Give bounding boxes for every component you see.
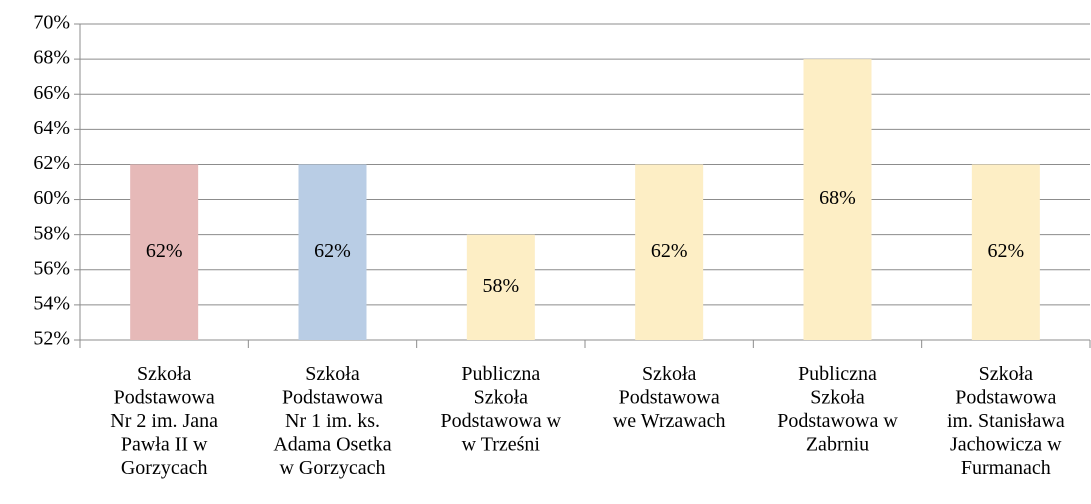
x-tick-label: Publiczna Szkoła Podstawowa w Zabrniu xyxy=(777,363,898,456)
bar xyxy=(803,59,872,340)
y-tick-label: 52% xyxy=(33,328,70,350)
data-label: 62% xyxy=(651,240,688,262)
x-tick-label: Szkoła Podstawowa we Wrzawach xyxy=(613,363,726,432)
bar xyxy=(130,164,199,340)
bar xyxy=(466,234,535,340)
y-tick-label: 60% xyxy=(33,187,70,209)
data-label: 68% xyxy=(819,187,856,209)
y-tick-label: 62% xyxy=(33,152,70,174)
data-label: 62% xyxy=(987,240,1024,262)
data-label: 62% xyxy=(146,240,183,262)
x-tick-label: Szkoła Podstawowa Nr 1 im. ks. Adama Osetka… xyxy=(273,363,391,479)
y-tick-label: 54% xyxy=(33,292,70,314)
bar xyxy=(298,164,367,340)
x-tick-label: Szkoła Podstawowa im. Stanisława Jachowicza… xyxy=(947,363,1065,479)
y-tick-label: 58% xyxy=(33,222,70,244)
bar xyxy=(971,164,1040,340)
data-label: 58% xyxy=(482,275,519,297)
y-tick-label: 64% xyxy=(33,117,70,139)
y-tick-label: 70% xyxy=(33,12,70,34)
data-label: 62% xyxy=(314,240,351,262)
y-tick-label: 68% xyxy=(33,47,70,69)
y-tick-label: 56% xyxy=(33,257,70,279)
y-tick-label: 66% xyxy=(33,82,70,104)
bar xyxy=(635,164,704,340)
